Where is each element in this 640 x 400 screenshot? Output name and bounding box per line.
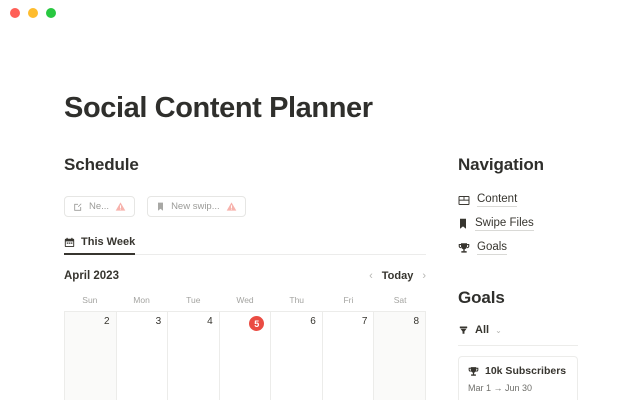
goals-filter-label: All [475,324,490,336]
zoom-button-icon[interactable] [46,8,56,18]
calendar-today-button[interactable]: Today [381,270,414,282]
compose-icon [74,202,82,211]
calendar-month-label: April 2023 [64,270,119,282]
calendar: April 2023 ‹ Today › Sun Mon Tue Wed Thu… [64,268,426,400]
calendar-grid: 2 3 4 5 6 7 8 [64,311,426,400]
warning-icon [115,202,126,211]
goals-divider [458,345,578,346]
calendar-day-number: 7 [361,316,368,327]
calendar-day-cell[interactable]: 3 [117,312,169,400]
calendar-day-cell-today[interactable]: 5 [220,312,272,400]
navigation-list: Content Swipe Files Goals [458,193,640,255]
trophy-icon [468,366,479,376]
close-button-icon[interactable] [10,8,20,18]
navigation-heading: Navigation [458,155,544,174]
sidebar-item-label: Goals [477,241,508,255]
goal-card[interactable]: 10k Subscribers Mar 1 → Jun 30 58% [458,356,578,400]
schedule-tabs: This Week [64,236,426,255]
schedule-heading: Schedule [64,155,139,174]
calendar-day-cell[interactable]: 7 [323,312,375,400]
goals-filter-dropdown[interactable]: All ⌄ [458,324,640,336]
goals-heading: Goals [458,288,505,307]
calendar-day-cell[interactable]: 4 [168,312,220,400]
calendar-day-number: 4 [207,316,213,327]
gallery-icon [458,195,470,205]
schedule-action-buttons: Ne... New swip... [64,196,426,217]
bookmark-icon [460,218,466,229]
new-content-button[interactable]: Ne... [64,196,136,217]
weekday-label: Wed [236,295,254,305]
weekday-label: Sun [82,295,98,305]
calendar-header: April 2023 ‹ Today › [64,268,426,284]
sidebar-item-swipe-files[interactable]: Swipe Files [458,217,640,231]
new-content-button-label: Ne... [89,201,110,212]
calendar-day-number: 8 [413,316,419,327]
bookmark-icon [158,202,164,211]
weekday-label: Fri [343,295,354,305]
calendar-day-number-today: 5 [249,316,265,331]
weekday-label: Mon [133,295,150,305]
schedule-section: Schedule Ne... [64,155,426,400]
right-sidebar: Navigation Content Swipe Files [458,155,640,400]
page-content: Social Content Planner Schedule Ne... [0,26,640,400]
calendar-nav: ‹ Today › [369,270,426,282]
calendar-icon [64,237,75,247]
weekday-label: Tue [186,295,201,305]
goal-card-title: 10k Subscribers [485,365,567,377]
chevron-down-icon[interactable]: ⌄ [495,325,502,335]
calendar-day-cell[interactable]: 2 [65,312,117,400]
warning-icon [226,202,236,211]
traffic-lights [10,8,56,18]
calendar-day-number: 3 [155,316,162,327]
calendar-day-number: 6 [310,316,316,327]
filter-icon [459,326,468,334]
trophy-icon [458,243,470,253]
new-swipe-button-label: New swip... [171,201,220,212]
goal-card-dates: Mar 1 → Jun 30 [468,383,533,393]
calendar-prev-icon[interactable]: ‹ [369,269,373,282]
titlebar [0,0,640,26]
calendar-day-number: 2 [104,316,110,327]
calendar-next-icon[interactable]: › [422,269,426,282]
tabs-divider [64,254,426,255]
sidebar-item-label: Swipe Files [475,217,534,231]
tab-this-week[interactable]: This Week [64,236,136,255]
calendar-weekday-header: Sun Mon Tue Wed Thu Fri Sat [64,295,426,305]
calendar-day-cell[interactable]: 8 [374,312,426,400]
minimize-button-icon[interactable] [28,8,38,18]
sidebar-item-goals[interactable]: Goals [458,241,640,255]
goal-card-header: 10k Subscribers [468,365,568,377]
page-title: Social Content Planner [64,92,373,124]
calendar-day-cell[interactable]: 6 [271,312,323,400]
weekday-label: Thu [289,295,305,305]
tab-this-week-label: This Week [81,236,136,248]
sidebar-item-content[interactable]: Content [458,193,640,207]
new-swipe-button[interactable]: New swip... [147,196,246,217]
weekday-label: Sat [393,295,407,305]
sidebar-item-label: Content [477,193,518,207]
